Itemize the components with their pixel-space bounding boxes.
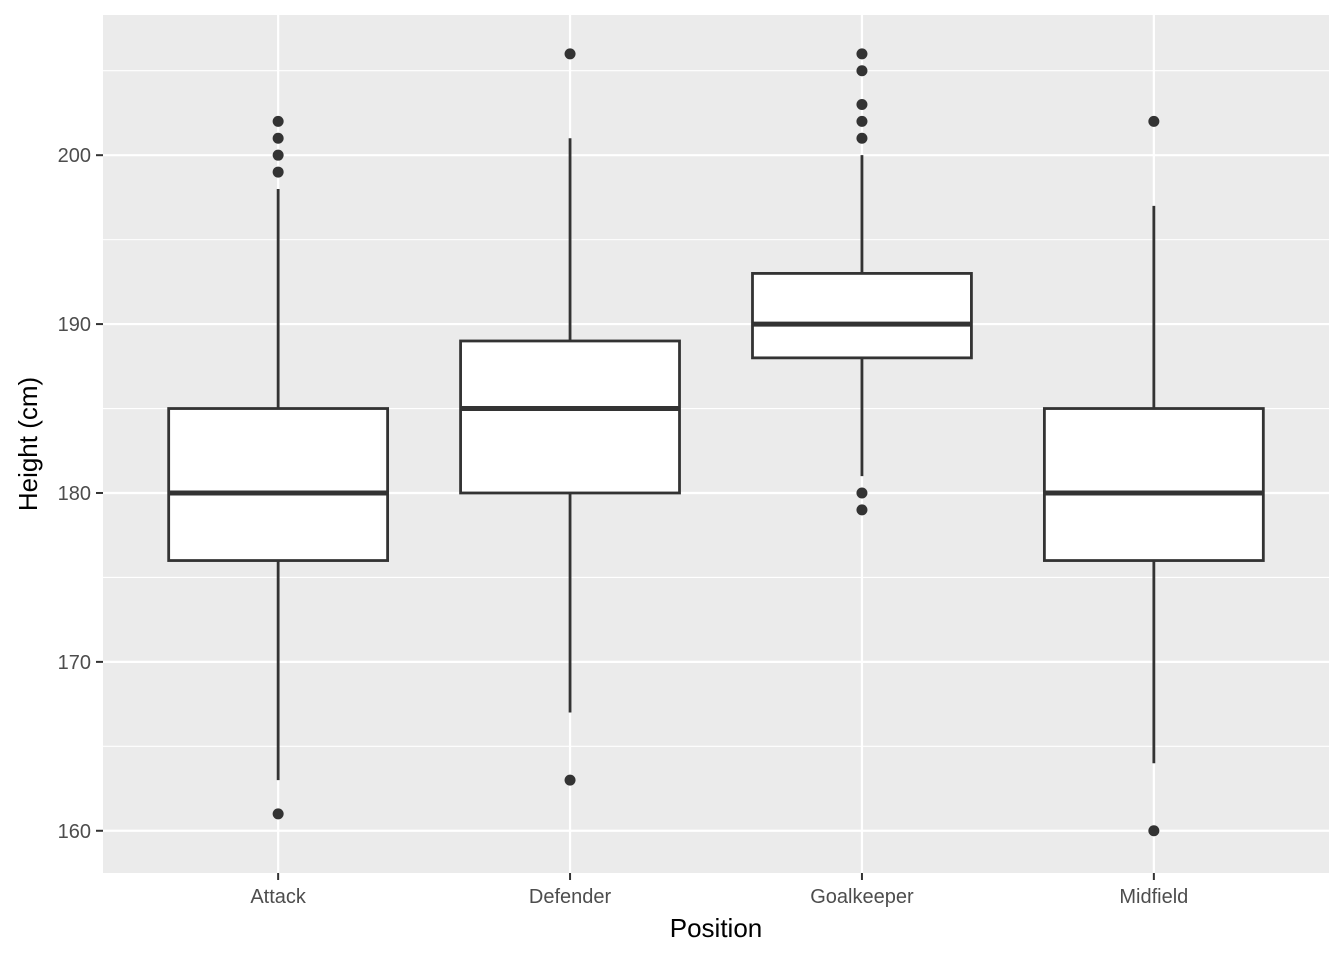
y-tick-label: 180 [58,483,91,505]
outlier-point [272,115,284,127]
y-axis-title: Height (cm) [13,377,43,511]
box [167,407,390,562]
outlier-point [272,808,284,820]
box-group-attack [167,115,390,820]
box [751,272,973,360]
box-group-goalkeeper [751,48,973,516]
x-axis: Attack Defender Goalkeeper Midfield [250,873,1188,908]
box [1042,407,1265,562]
outlier-point [856,48,868,60]
outlier-point [564,774,576,786]
y-tick-label: 200 [58,145,91,167]
outlier-point [272,166,284,178]
outlier-point [856,487,868,499]
y-tick-label: 190 [58,314,91,336]
x-axis-title: Position [670,913,763,943]
boxes [167,48,1265,837]
box-group-midfield [1042,115,1265,837]
outlier-point [272,149,284,161]
y-axis: 160 170 180 190 200 [58,145,103,843]
box [459,339,681,495]
outlier-point [856,99,868,111]
x-tick-label: Goalkeeper [810,886,914,908]
outlier-point [1148,825,1160,837]
outlier-point [856,504,868,516]
outlier-point [272,132,284,144]
x-tick-label: Defender [529,886,612,908]
outlier-point [856,132,868,144]
outlier-point [1148,115,1160,127]
outlier-point [856,65,868,77]
y-tick-label: 160 [58,821,91,843]
y-tick-label: 170 [58,652,91,674]
x-tick-label: Midfield [1119,886,1188,908]
box-group-defender [459,48,681,786]
outlier-point [564,48,576,60]
outlier-point [856,115,868,127]
x-tick-label: Attack [250,886,307,908]
